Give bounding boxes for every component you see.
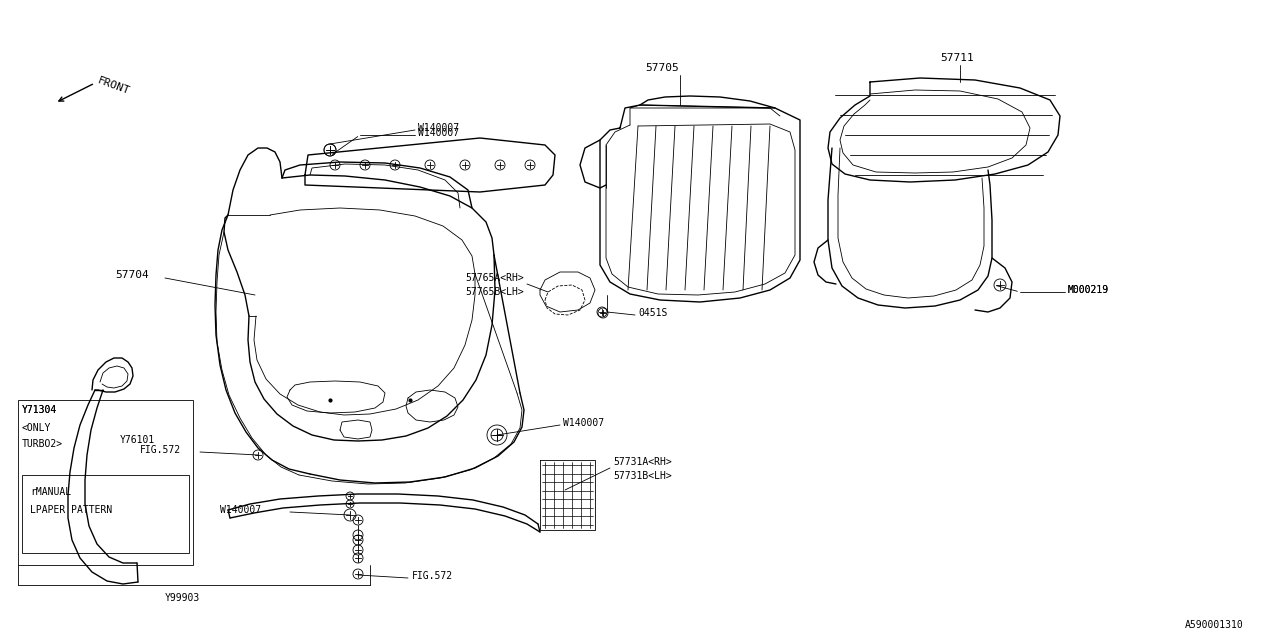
Text: FIG.572: FIG.572 (412, 571, 453, 581)
Text: 57711: 57711 (940, 53, 974, 63)
Text: Y99903: Y99903 (165, 593, 200, 603)
Text: 57704: 57704 (115, 270, 148, 280)
Text: A590001310: A590001310 (1185, 620, 1244, 630)
Text: FRONT: FRONT (96, 76, 132, 96)
Text: 57731B<LH>: 57731B<LH> (613, 471, 672, 481)
Bar (22, 475, 189, 553)
Text: M000219: M000219 (1068, 285, 1110, 295)
Text: Y71304: Y71304 (22, 405, 58, 415)
Text: 0451S: 0451S (637, 308, 667, 318)
Text: Y76101: Y76101 (120, 435, 155, 445)
Text: W140007: W140007 (419, 123, 460, 133)
Text: M000219: M000219 (1068, 285, 1110, 295)
Text: Y71304: Y71304 (22, 405, 58, 415)
Text: rMANUAL: rMANUAL (29, 487, 72, 497)
Text: 57731A<RH>: 57731A<RH> (613, 457, 672, 467)
Text: <ONLY: <ONLY (22, 423, 51, 433)
Text: 57765B<LH>: 57765B<LH> (465, 287, 524, 297)
Text: FIG.572: FIG.572 (140, 445, 182, 455)
Text: 57765A<RH>: 57765A<RH> (465, 273, 524, 283)
Text: 57705: 57705 (645, 63, 678, 73)
Text: W140007: W140007 (220, 505, 261, 515)
Text: W140007: W140007 (563, 418, 604, 428)
Text: W140007: W140007 (419, 128, 460, 138)
Text: TURBO2>: TURBO2> (22, 439, 63, 449)
Text: LPAPER PATTERN: LPAPER PATTERN (29, 505, 113, 515)
Bar (18, 400, 193, 565)
